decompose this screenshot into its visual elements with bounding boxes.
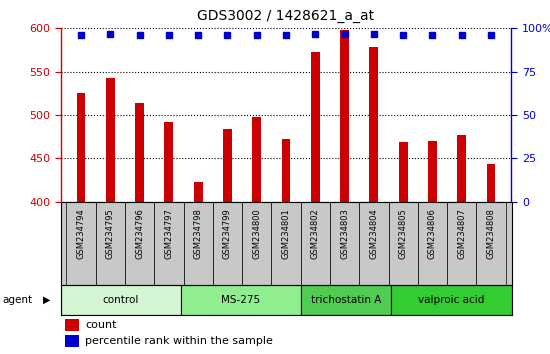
Text: GDS3002 / 1428621_a_at: GDS3002 / 1428621_a_at: [197, 9, 375, 23]
Bar: [391, 285, 512, 315]
Text: control: control: [102, 295, 139, 305]
Bar: [457, 135, 466, 202]
Bar: [106, 78, 115, 202]
Bar: [388, 202, 418, 285]
Bar: [340, 30, 349, 202]
Bar: [242, 202, 271, 285]
Text: ▶: ▶: [43, 295, 51, 305]
Bar: [447, 202, 476, 285]
Bar: [330, 202, 359, 285]
Bar: [252, 117, 261, 202]
Bar: [476, 202, 505, 285]
Bar: [65, 335, 79, 347]
Text: GSM234808: GSM234808: [487, 209, 496, 259]
Text: GSM234806: GSM234806: [428, 209, 437, 259]
Bar: [60, 285, 181, 315]
Text: GSM234798: GSM234798: [194, 209, 202, 259]
Bar: [67, 202, 96, 285]
Text: GSM234796: GSM234796: [135, 209, 144, 259]
Bar: [194, 182, 202, 202]
Text: GSM234805: GSM234805: [399, 209, 408, 259]
Bar: [96, 202, 125, 285]
Text: trichostatin A: trichostatin A: [311, 295, 381, 305]
Bar: [487, 165, 496, 202]
Bar: [399, 142, 408, 202]
Text: percentile rank within the sample: percentile rank within the sample: [85, 336, 273, 346]
Text: MS-275: MS-275: [221, 295, 261, 305]
Text: GSM234807: GSM234807: [457, 209, 466, 259]
Bar: [311, 52, 320, 202]
Bar: [135, 103, 144, 202]
Text: GSM234804: GSM234804: [370, 209, 378, 259]
Text: GSM234801: GSM234801: [282, 209, 290, 259]
Bar: [370, 47, 378, 202]
Bar: [301, 285, 391, 315]
Text: GSM234803: GSM234803: [340, 209, 349, 259]
Bar: [271, 202, 301, 285]
Bar: [164, 122, 173, 202]
Bar: [301, 202, 330, 285]
Text: GSM234802: GSM234802: [311, 209, 320, 259]
Bar: [181, 285, 301, 315]
Text: GSM234794: GSM234794: [76, 209, 85, 259]
Bar: [282, 139, 290, 202]
Text: agent: agent: [3, 295, 33, 305]
Bar: [76, 93, 85, 202]
Bar: [65, 319, 79, 331]
Text: valproic acid: valproic acid: [418, 295, 485, 305]
Text: count: count: [85, 320, 117, 330]
Text: GSM234795: GSM234795: [106, 209, 115, 259]
Text: GSM234799: GSM234799: [223, 209, 232, 259]
Bar: [184, 202, 213, 285]
Text: GSM234797: GSM234797: [164, 209, 173, 259]
Bar: [223, 129, 232, 202]
Text: GSM234800: GSM234800: [252, 209, 261, 259]
Bar: [125, 202, 154, 285]
Bar: [213, 202, 242, 285]
Bar: [418, 202, 447, 285]
Bar: [359, 202, 388, 285]
Bar: [428, 141, 437, 202]
Bar: [154, 202, 184, 285]
